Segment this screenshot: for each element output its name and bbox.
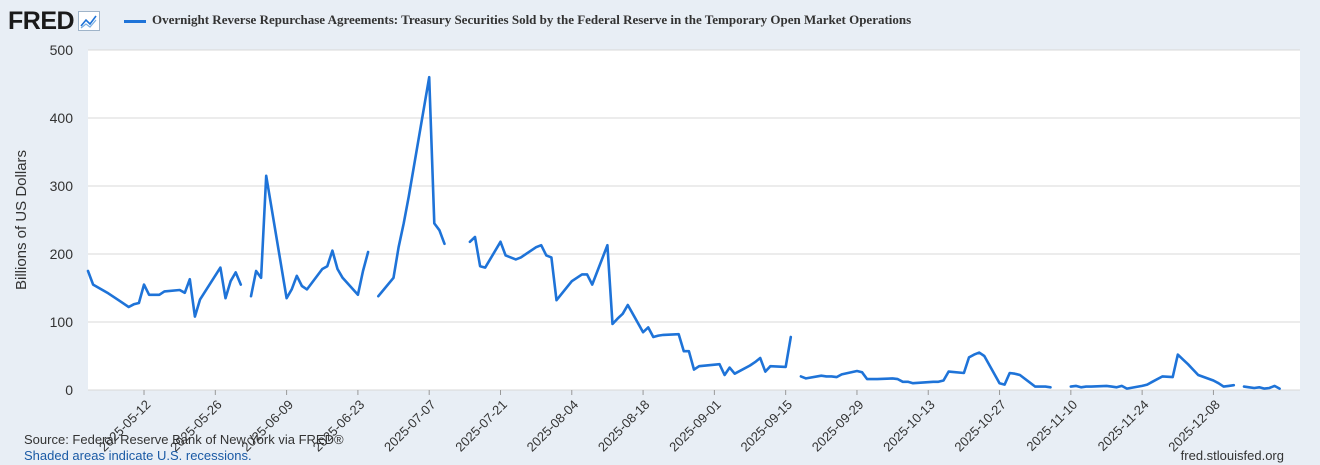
x-tick-label: 2025-09-01 — [666, 397, 724, 455]
source-text: Source: Federal Reserve Bank of New York… — [24, 432, 344, 447]
recession-note[interactable]: Shaded areas indicate U.S. recessions. — [24, 448, 252, 463]
y-tick-label: 400 — [50, 110, 74, 126]
series-line-segment — [1242, 384, 1281, 390]
series-line-segment — [249, 174, 370, 300]
x-tick-label: 2025-10-13 — [880, 397, 938, 455]
legend-series-title: Overnight Reverse Repurchase Agreements:… — [152, 12, 912, 27]
x-tick-label: 2025-07-07 — [381, 397, 439, 455]
series-line-segment — [376, 75, 446, 298]
x-tick-label: 2025-07-21 — [452, 397, 510, 455]
y-tick-label: 300 — [50, 178, 74, 194]
x-tick-label: 2025-10-27 — [951, 397, 1009, 455]
fred-url[interactable]: fred.stlouisfed.org — [1180, 448, 1284, 463]
grid-lines — [88, 49, 1300, 391]
line-chart-icon — [78, 11, 101, 31]
y-tick-label: 100 — [50, 314, 74, 330]
plot-area — [88, 50, 1300, 390]
y-tick-label: 0 — [65, 382, 73, 398]
x-tick-label: 2025-08-18 — [595, 397, 653, 455]
x-tick-label: 2025-09-15 — [738, 397, 796, 455]
footer-notes: Source: Federal Reserve Bank of New York… — [24, 432, 344, 464]
x-tick-label: 2025-11-10 — [1023, 397, 1080, 454]
fred-logo[interactable]: FRED — [8, 6, 75, 35]
fred-header: FRED — [8, 6, 101, 36]
x-tick-label: 2025-09-29 — [809, 397, 867, 455]
y-axis-ticks: 0 100 200 300 400 500 — [50, 42, 74, 398]
series-line-segment — [799, 351, 1052, 389]
y-tick-label: 200 — [50, 246, 74, 262]
series-line-segment — [1069, 353, 1236, 390]
series-line-segment — [86, 266, 243, 318]
x-tick-label: 2025-11-24 — [1095, 397, 1152, 454]
series-line-segment — [468, 235, 793, 377]
x-tick-label: 2025-08-04 — [524, 397, 582, 455]
y-axis-label: Billions of US Dollars — [13, 150, 30, 290]
y-tick-label: 500 — [50, 42, 74, 58]
data-series — [86, 75, 1281, 390]
x-tick-label: 2025-12-08 — [1165, 397, 1223, 455]
legend-swatch — [124, 20, 146, 23]
